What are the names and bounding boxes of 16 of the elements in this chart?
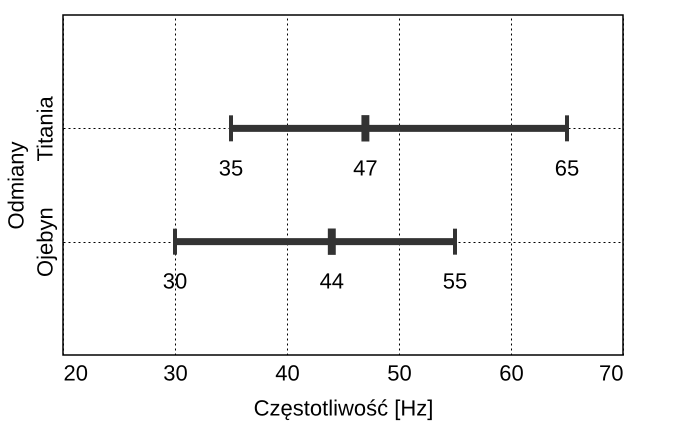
x-tick-label: 30 <box>163 360 188 386</box>
x-tick-label: 70 <box>599 360 624 386</box>
x-tick-label: 20 <box>64 360 88 386</box>
annotation: 44 <box>320 268 344 294</box>
annotation: 55 <box>442 268 468 294</box>
y-axis-title: Odmiany <box>4 141 28 230</box>
x-tick-label: 60 <box>499 360 524 386</box>
y-tick-label: Ojebyn <box>32 207 58 278</box>
annotation: 35 <box>218 155 244 180</box>
annotation: 47 <box>353 155 378 180</box>
x-tick-label: 40 <box>275 360 300 386</box>
y-tick-label: Titania <box>32 95 58 162</box>
annotation: 30 <box>162 268 188 294</box>
x-tick-label: 50 <box>387 360 412 386</box>
x-axis-title: Częstotliwość [Hz] <box>254 396 434 420</box>
annotation: 65 <box>554 155 580 180</box>
